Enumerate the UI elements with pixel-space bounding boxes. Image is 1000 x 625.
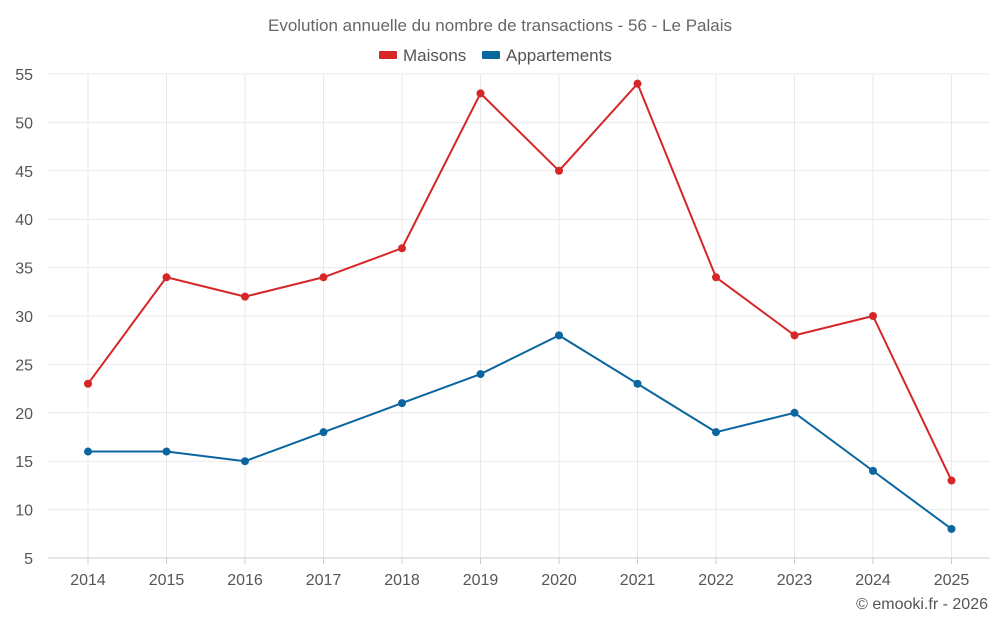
y-tick-label-5: 5 (24, 551, 33, 568)
line-appartements (88, 334, 953, 530)
chart-title: Evolution annuelle du nombre de transact… (268, 16, 732, 35)
point-appartements-2016[interactable] (241, 457, 249, 466)
y-tick-label-35: 35 (15, 261, 33, 278)
point-appartements-2022[interactable] (712, 428, 720, 437)
series-appartements (84, 331, 956, 533)
point-maisons-2014[interactable] (84, 379, 92, 388)
point-appartements-2017[interactable] (319, 428, 328, 437)
x-tick-label-2024: 2024 (855, 572, 891, 589)
point-maisons-2020[interactable] (555, 166, 563, 175)
x-tick-label-2022: 2022 (698, 572, 734, 589)
y-tick-label-30: 30 (15, 309, 33, 326)
series-layer (84, 79, 956, 533)
point-maisons-2024[interactable] (869, 312, 877, 320)
point-appartements-2018[interactable] (398, 399, 406, 408)
x-tick-label-2015: 2015 (149, 572, 185, 589)
line-maisons (87, 82, 953, 481)
legend-swatch-appartements (482, 51, 500, 59)
point-maisons-2023[interactable] (790, 331, 799, 340)
point-appartements-2024[interactable] (869, 466, 877, 475)
legend-label-maisons: Maisons (403, 46, 466, 65)
point-maisons-2015[interactable] (162, 273, 171, 282)
point-appartements-2023[interactable] (790, 408, 799, 417)
legend: Maisons Appartements (379, 46, 612, 65)
legend-swatch-maisons (379, 51, 397, 59)
x-tick-label-2023: 2023 (777, 572, 813, 589)
x-axis: 2014 2015 2016 2017 2018 2019 2020 2021 2022 2023… (70, 558, 969, 589)
credit-text: © emooki.fr - 2026 (856, 596, 988, 613)
legend-label-appartements: Appartements (506, 46, 612, 65)
point-appartements-2020[interactable] (555, 331, 563, 340)
x-tick-label-2020: 2020 (541, 572, 577, 589)
y-tick-label-25: 25 (15, 357, 33, 374)
point-maisons-2017[interactable] (319, 273, 328, 282)
y-tick-label-50: 50 (15, 115, 33, 132)
point-maisons-2022[interactable] (712, 273, 720, 282)
y-axis: 5 10 15 20 25 30 35 40 45 50 55 (15, 67, 33, 568)
legend-item-appartements[interactable]: Appartements (482, 46, 612, 65)
x-tick-label-2016: 2016 (227, 572, 263, 589)
gridlines (48, 73, 990, 559)
series-maisons (84, 79, 956, 485)
point-maisons-2019[interactable] (476, 89, 485, 98)
y-tick-label-45: 45 (15, 164, 33, 181)
point-maisons-2016[interactable] (241, 292, 249, 301)
point-appartements-2021[interactable] (633, 379, 642, 388)
point-appartements-2025[interactable] (947, 524, 956, 533)
x-tick-label-2019: 2019 (463, 572, 499, 589)
y-tick-label-40: 40 (15, 212, 33, 229)
x-tick-label-2018: 2018 (384, 572, 420, 589)
y-tick-label-20: 20 (15, 406, 33, 423)
legend-item-maisons[interactable]: Maisons (379, 46, 466, 65)
point-appartements-2019[interactable] (476, 370, 485, 379)
y-tick-label-10: 10 (15, 503, 33, 520)
point-maisons-2018[interactable] (398, 244, 406, 253)
y-tick-label-55: 55 (15, 67, 33, 84)
point-maisons-2025[interactable] (947, 476, 956, 485)
x-tick-label-2021: 2021 (620, 572, 656, 589)
x-tick-label-2014: 2014 (70, 572, 106, 589)
point-appartements-2015[interactable] (162, 447, 171, 456)
point-maisons-2021[interactable] (633, 79, 642, 88)
y-tick-label-15: 15 (15, 454, 33, 471)
x-tick-label-2017: 2017 (306, 572, 342, 589)
point-appartements-2014[interactable] (84, 447, 92, 456)
x-tick-label-2025: 2025 (934, 572, 970, 589)
